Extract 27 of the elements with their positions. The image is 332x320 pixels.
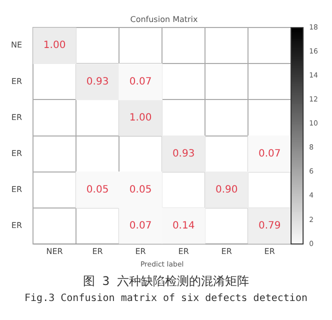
y-tick-label: ER	[11, 112, 22, 122]
data-label: 0.79	[258, 220, 281, 232]
x-tick-label: ER	[221, 246, 232, 256]
data-label: 0.93	[86, 76, 109, 88]
y-tick-label: ER	[11, 148, 22, 158]
caption: Fig.3 Confusion matrix of six defects detection	[24, 293, 308, 304]
y-tick-label: ER	[11, 76, 22, 86]
data-label: 0.05	[129, 184, 152, 196]
x-tick-label: ER	[264, 246, 276, 256]
x-tick-label: ER	[92, 246, 104, 256]
data-label: 0.07	[258, 148, 281, 160]
x-tick-label: ER	[135, 246, 146, 256]
x-tick-label: ER	[178, 246, 190, 256]
y-tick-label: ER	[11, 184, 22, 194]
data-label: 0.05	[86, 184, 109, 196]
data-label: 0.93	[172, 148, 195, 160]
data-label: 1.00	[129, 112, 152, 124]
data-label: 0.07	[129, 220, 152, 232]
data-label: 0.14	[172, 220, 195, 232]
data-label: 0.07	[129, 76, 152, 88]
caption: 图 3 六种缺陷检测的混淆矩阵	[82, 273, 250, 290]
y-tick-label: ER	[11, 221, 22, 230]
y-tick-label: NE	[10, 40, 22, 50]
data-label: 0.90	[215, 184, 238, 196]
data-label: 1.00	[43, 40, 66, 52]
x-tick-label: NER	[46, 246, 64, 256]
chart-title: Confusion Matrix	[130, 14, 198, 24]
